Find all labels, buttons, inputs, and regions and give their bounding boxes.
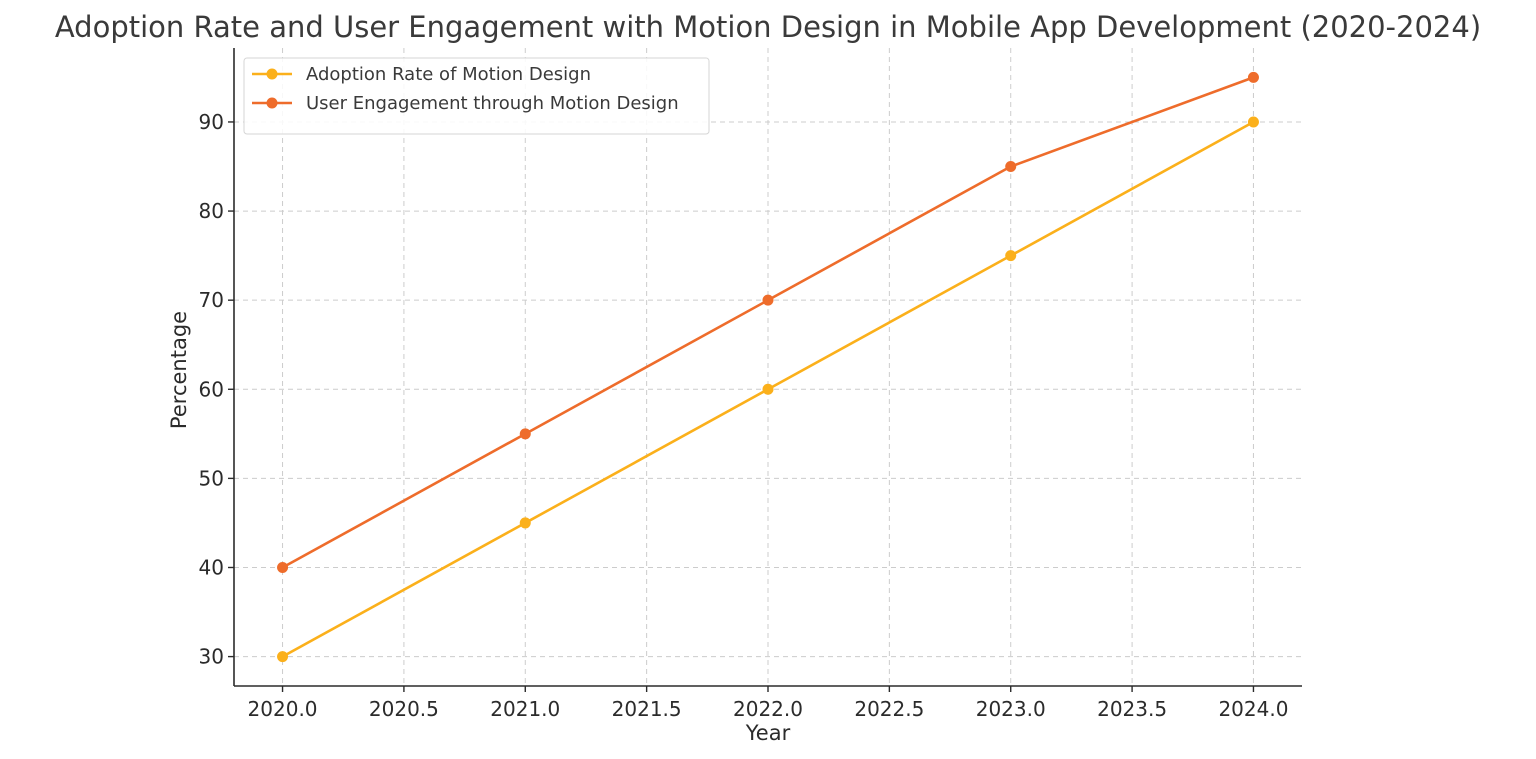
y-tick-label: 80: [199, 199, 224, 223]
x-tick-label: 2020.0: [248, 697, 318, 721]
data-point: [519, 517, 531, 529]
y-tick-label: 90: [199, 110, 224, 134]
y-tick-label: 70: [199, 288, 224, 312]
data-point: [762, 383, 774, 395]
legend-item: User Engagement through Motion Design: [252, 93, 679, 114]
legend: Adoption Rate of Motion Design User Engag…: [243, 57, 710, 135]
data-point: [277, 651, 289, 663]
legend-swatch-marker: [266, 68, 278, 80]
y-axis-label: Percentage: [167, 311, 191, 429]
data-point: [1005, 161, 1017, 173]
x-tick-label: 2024.0: [1218, 697, 1288, 721]
data-point: [277, 561, 289, 573]
data-point: [519, 428, 531, 440]
legend-label: Adoption Rate of Motion Design: [306, 64, 591, 85]
legend-label: User Engagement through Motion Design: [306, 93, 679, 114]
data-point: [1005, 250, 1017, 262]
x-tick-label: 2023.5: [1097, 697, 1167, 721]
grid: [234, 48, 1302, 686]
y-tick-label: 50: [199, 466, 224, 490]
chart-title: Adoption Rate and User Engagement with M…: [55, 10, 1481, 44]
x-tick-label: 2023.0: [976, 697, 1046, 721]
x-tick-label: 2021.5: [612, 697, 682, 721]
x-tick-label: 2022.0: [733, 697, 803, 721]
x-axis-label: Year: [745, 721, 791, 745]
data-point: [762, 294, 774, 306]
legend-frame: [243, 57, 710, 135]
series-1: [277, 71, 1259, 573]
x-tick-label: 2022.5: [854, 697, 924, 721]
x-tick-label: 2020.5: [369, 697, 439, 721]
legend-item: Adoption Rate of Motion Design: [252, 64, 591, 85]
x-tick-label: 2021.0: [490, 697, 560, 721]
data-point: [1247, 71, 1259, 83]
y-tick-label: 30: [199, 645, 224, 669]
axes: 2020.0 2020.5 2021.0 2021.5 2022.0 2022.5 2023…: [199, 48, 1302, 721]
y-tick-label: 40: [199, 555, 224, 579]
series-layer: [277, 71, 1259, 663]
y-tick-label: 60: [199, 377, 224, 401]
data-point: [1247, 116, 1259, 128]
series-0: [277, 116, 1259, 663]
legend-swatch-marker: [266, 97, 278, 109]
